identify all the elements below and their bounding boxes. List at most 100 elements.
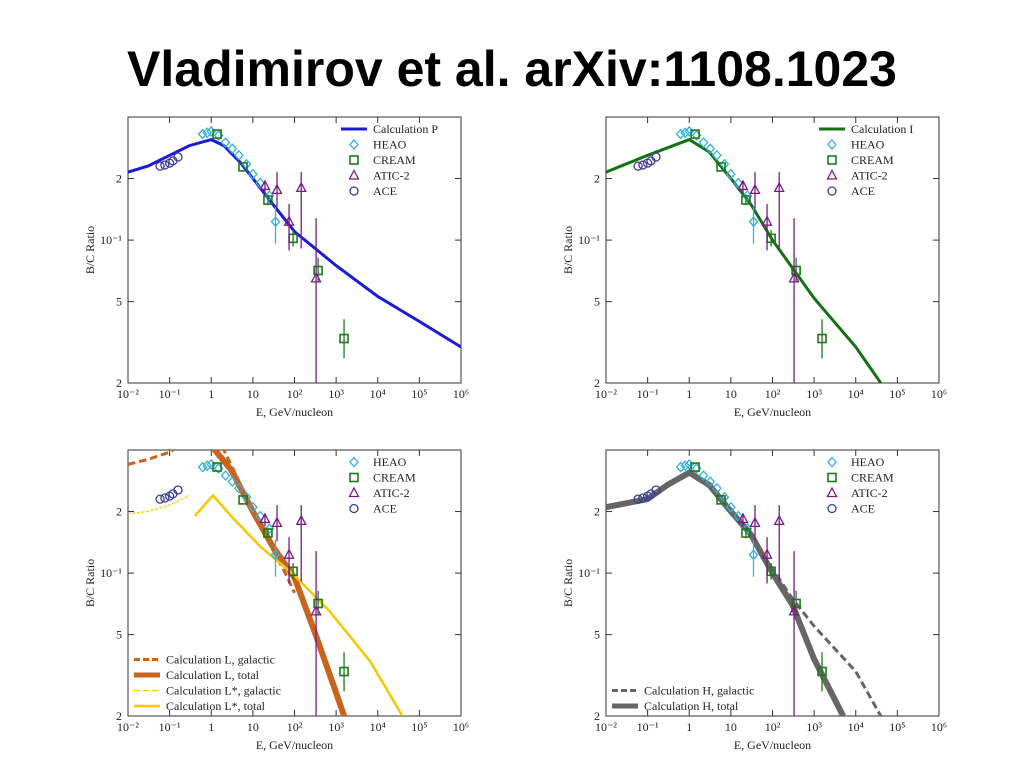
marker-circle xyxy=(638,160,648,170)
x-tick-label: 10³ xyxy=(328,720,344,734)
marker-square xyxy=(791,598,801,609)
y-tick-label: 10⁻¹ xyxy=(100,566,122,580)
marker-diamond xyxy=(206,458,217,470)
marker-circle xyxy=(638,493,648,503)
curve xyxy=(128,138,461,349)
x-axis-label: E, GeV/nucleon xyxy=(256,405,333,419)
marker-square xyxy=(238,162,248,172)
marker-triangle xyxy=(773,181,785,193)
x-tick-label: 10² xyxy=(287,720,303,734)
curve xyxy=(606,470,883,716)
marker-square xyxy=(817,333,827,344)
y-tick-label: 5 xyxy=(116,295,122,309)
marker-square xyxy=(741,528,751,538)
curve xyxy=(128,450,296,594)
x-tick-label: 1 xyxy=(686,720,692,734)
x-tick-label: 10⁻¹ xyxy=(159,720,181,734)
marker-diamond xyxy=(675,128,686,140)
marker-diamond xyxy=(202,127,213,139)
marker-triangle xyxy=(749,516,761,528)
x-tick-label: 10² xyxy=(765,720,781,734)
legend-label: HEAO xyxy=(851,455,885,469)
legend-label: HEAO xyxy=(851,138,885,152)
marker-triangle xyxy=(749,183,761,195)
marker-circle xyxy=(827,186,837,196)
marker-diamond xyxy=(827,456,837,468)
legend-label: Calculation I xyxy=(851,122,913,136)
x-tick-label: 10 xyxy=(725,387,737,401)
marker-circle xyxy=(651,485,661,495)
marker-diamond xyxy=(726,168,736,180)
marker-diamond xyxy=(733,510,744,522)
legend-label: Calculation L, galactic xyxy=(166,653,275,667)
x-tick-label: 10⁶ xyxy=(931,387,947,401)
marker-square xyxy=(263,195,273,205)
y-tick-label: 2 xyxy=(594,505,600,519)
marker-square xyxy=(827,155,837,165)
marker-diamond xyxy=(233,482,244,494)
x-tick-label: 10² xyxy=(287,387,303,401)
x-tick-label: 10 xyxy=(725,720,737,734)
legend-label: ATIC-2 xyxy=(851,486,888,500)
marker-circle xyxy=(173,152,183,162)
x-tick-label: 10⁻² xyxy=(117,387,139,401)
y-tick-label: 2 xyxy=(594,172,600,186)
marker-diamond xyxy=(227,476,238,488)
marker-triangle xyxy=(826,169,838,180)
marker-diamond xyxy=(698,470,709,482)
marker-square xyxy=(827,472,837,483)
legend-label: Calculation H, galactic xyxy=(644,684,754,698)
legend-label: CREAM xyxy=(851,471,894,485)
marker-circle xyxy=(173,485,183,495)
marker-diamond xyxy=(711,482,722,494)
plot-area xyxy=(128,125,461,383)
marker-triangle xyxy=(737,512,749,524)
marker-triangle xyxy=(348,169,360,180)
marker-diamond xyxy=(206,125,217,137)
marker-diamond xyxy=(742,190,753,202)
marker-triangle xyxy=(761,548,773,559)
legend-label: Calculation P xyxy=(373,122,438,136)
marker-diamond xyxy=(220,137,231,149)
x-tick-label: 10³ xyxy=(328,387,344,401)
x-tick-label: 1 xyxy=(686,387,692,401)
marker-triangle xyxy=(295,514,307,526)
chart-panel: 10⁻² 10⁻¹ 1 10 10² 10³ 10⁴ 10⁵ 10⁶ 2 10⁻¹ 5 2 E, GeV/… xyxy=(83,116,469,419)
marker-triangle xyxy=(737,179,749,191)
marker-circle xyxy=(651,152,661,162)
legend-label: ATIC-2 xyxy=(373,169,410,183)
marker-diamond xyxy=(680,127,691,139)
marker-diamond xyxy=(675,461,686,473)
x-tick-label: 10⁵ xyxy=(889,720,905,734)
marker-square xyxy=(791,265,801,276)
marker-square xyxy=(263,528,273,538)
marker-triangle xyxy=(788,271,800,283)
marker-square xyxy=(313,598,323,609)
marker-circle xyxy=(160,493,170,503)
marker-diamond xyxy=(680,460,691,472)
y-tick-label: 5 xyxy=(116,628,122,642)
marker-diamond xyxy=(264,523,275,535)
chart-panel: 10⁻² 10⁻¹ 1 10 10² 10³ 10⁴ 10⁵ 10⁶ 2 10⁻¹ 5 2 E, GeV/… xyxy=(561,449,947,752)
legend-label: CREAM xyxy=(373,153,416,167)
marker-square xyxy=(349,472,359,483)
marker-square xyxy=(741,195,751,205)
x-tick-label: 10 xyxy=(247,720,259,734)
curve xyxy=(193,493,404,716)
x-tick-label: 10⁻¹ xyxy=(637,387,659,401)
x-axis-label: E, GeV/nucleon xyxy=(734,405,811,419)
legend-label: ATIC-2 xyxy=(851,169,888,183)
y-tick-label: 2 xyxy=(116,376,122,390)
marker-diamond xyxy=(726,501,736,513)
y-tick-label: 5 xyxy=(594,295,600,309)
marker-square xyxy=(690,462,700,472)
marker-diamond xyxy=(349,456,359,468)
marker-circle xyxy=(349,503,359,514)
marker-diamond xyxy=(270,216,281,228)
marker-triangle xyxy=(761,215,773,226)
x-tick-label: 10⁴ xyxy=(848,720,864,734)
chart-panel: 10⁻² 10⁻¹ 1 10 10² 10³ 10⁴ 10⁵ 10⁶ 2 10⁻¹ 5 2 E, GeV/… xyxy=(83,449,469,752)
